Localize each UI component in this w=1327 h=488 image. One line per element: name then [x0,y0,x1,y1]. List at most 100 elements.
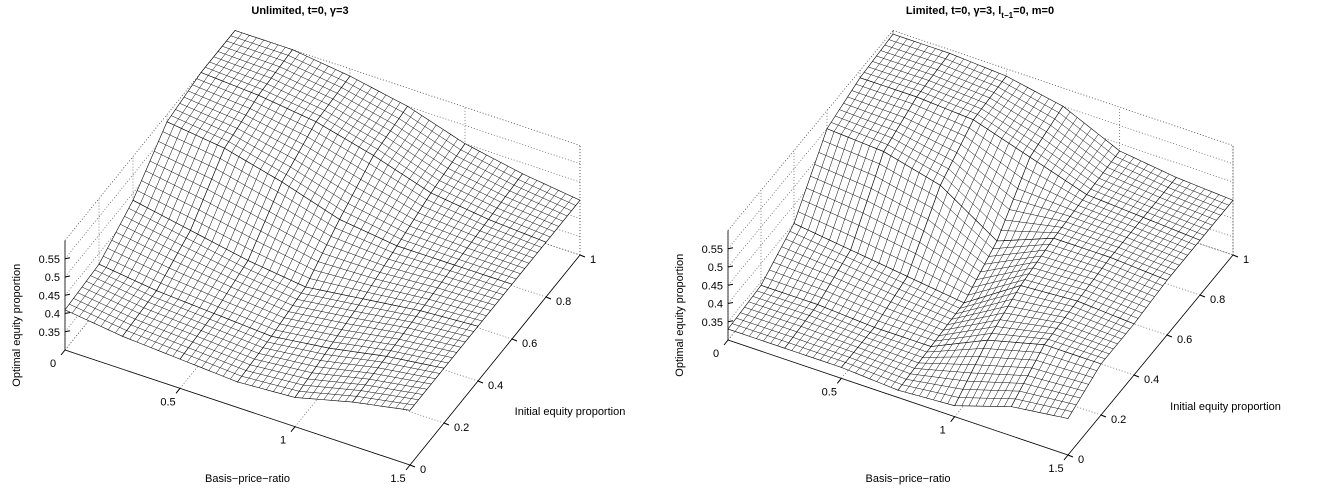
surface-cell [200,30,293,96]
surface-cell [98,199,191,292]
y-tick-label: 0.8 [556,296,571,308]
surface-cell [396,192,489,266]
mesh-line [307,136,366,172]
mesh-line [196,78,255,103]
mesh-line [988,249,1046,257]
mesh-line [867,272,901,325]
mesh-line [890,301,948,325]
mesh-line [115,287,150,334]
z-tick [727,302,734,304]
mesh-line [379,272,438,289]
mesh-line [1121,167,1156,210]
y-tick-label: 0 [1078,454,1084,466]
mesh-line [358,98,394,148]
mesh-line [141,222,177,285]
y-tick-label: 0.2 [1111,414,1126,426]
mesh-line [201,330,259,354]
mesh-line [369,163,427,200]
y-tick [545,296,552,300]
grid-line [727,48,1234,249]
x-tick [290,426,296,432]
mesh-line [879,163,937,197]
mesh-line [479,230,538,253]
mesh-line [143,307,202,331]
surface-plot: 0 0.5 1 1.5 0 0.2 0.4 0.6 0.8 1 0.35 0.4 0.45 0.5 0.55… [674,5,1281,485]
mesh-line [810,246,844,303]
mesh-line [805,320,863,343]
mesh-line [956,152,1014,200]
surface-cell [179,313,272,383]
mesh-line [1070,216,1127,238]
mesh-line [287,346,323,396]
mesh-line [966,291,1000,343]
mesh-line [947,340,981,404]
surface-cell [793,128,885,251]
mesh-line [744,306,802,327]
x-tick [175,388,181,394]
mesh-line [505,196,564,222]
mesh-line [982,147,1017,228]
mesh-line [86,281,144,309]
mesh-line [1073,306,1130,330]
z-tick-label: 0.4 [45,309,60,321]
mesh-line [288,55,346,83]
mesh-line [418,212,476,237]
mesh-line [752,296,810,316]
surface-cell [906,184,998,304]
mesh-line [912,103,970,129]
mesh-line [384,265,442,283]
mesh-line [1040,352,1097,371]
mesh-line [942,220,976,294]
mesh-line [1136,173,1170,215]
z-tick [727,265,734,268]
mesh-line [311,129,370,164]
mesh-line [1178,191,1212,232]
surface-cell [972,75,1064,158]
mesh-line [1065,134,1099,181]
mesh-line [852,266,887,319]
mesh-line [785,238,843,264]
mesh-line [1072,139,1106,186]
x-tick [1063,454,1069,461]
mesh-line [1022,295,1057,344]
mesh-line [781,246,839,271]
mesh-line [927,219,985,265]
mesh-line [1126,277,1161,322]
mesh-line [1036,359,1093,378]
mesh-line [1107,167,1165,193]
mesh-line [388,258,447,277]
mesh-line [909,50,943,95]
mesh-line [883,341,918,385]
mesh-line [389,188,425,243]
surface-cell [351,356,445,411]
mesh-line [447,215,482,263]
mesh-line [898,288,956,315]
mesh-line [826,321,861,363]
z-tick [64,330,71,333]
mesh-line [290,209,326,281]
surface-cell [1109,217,1201,281]
mesh-line [413,219,472,243]
surface-cell [488,173,581,243]
z-tick-label: 0.35 [702,317,723,329]
mesh-line [1037,298,1071,345]
z-axis-label: Optimal equity proportion [11,264,23,387]
mesh-line [235,280,293,306]
mesh-line [90,275,149,303]
mesh-line [955,298,1013,315]
mesh-line [958,70,993,115]
x-axis-label: Basis−price−ratio [866,473,951,485]
mesh-line [922,356,980,358]
mesh-line [422,320,457,364]
mesh-line [777,302,811,346]
mesh-line [1037,261,1094,280]
mesh-line [267,341,325,355]
z-tick [64,275,71,278]
mesh-line [240,177,276,257]
x-tick-label: 0.5 [160,396,175,408]
mesh-line [1093,320,1128,362]
mesh-line [818,152,876,177]
mesh-line [358,304,417,317]
mesh-line [796,239,830,298]
mesh-line [262,347,321,361]
